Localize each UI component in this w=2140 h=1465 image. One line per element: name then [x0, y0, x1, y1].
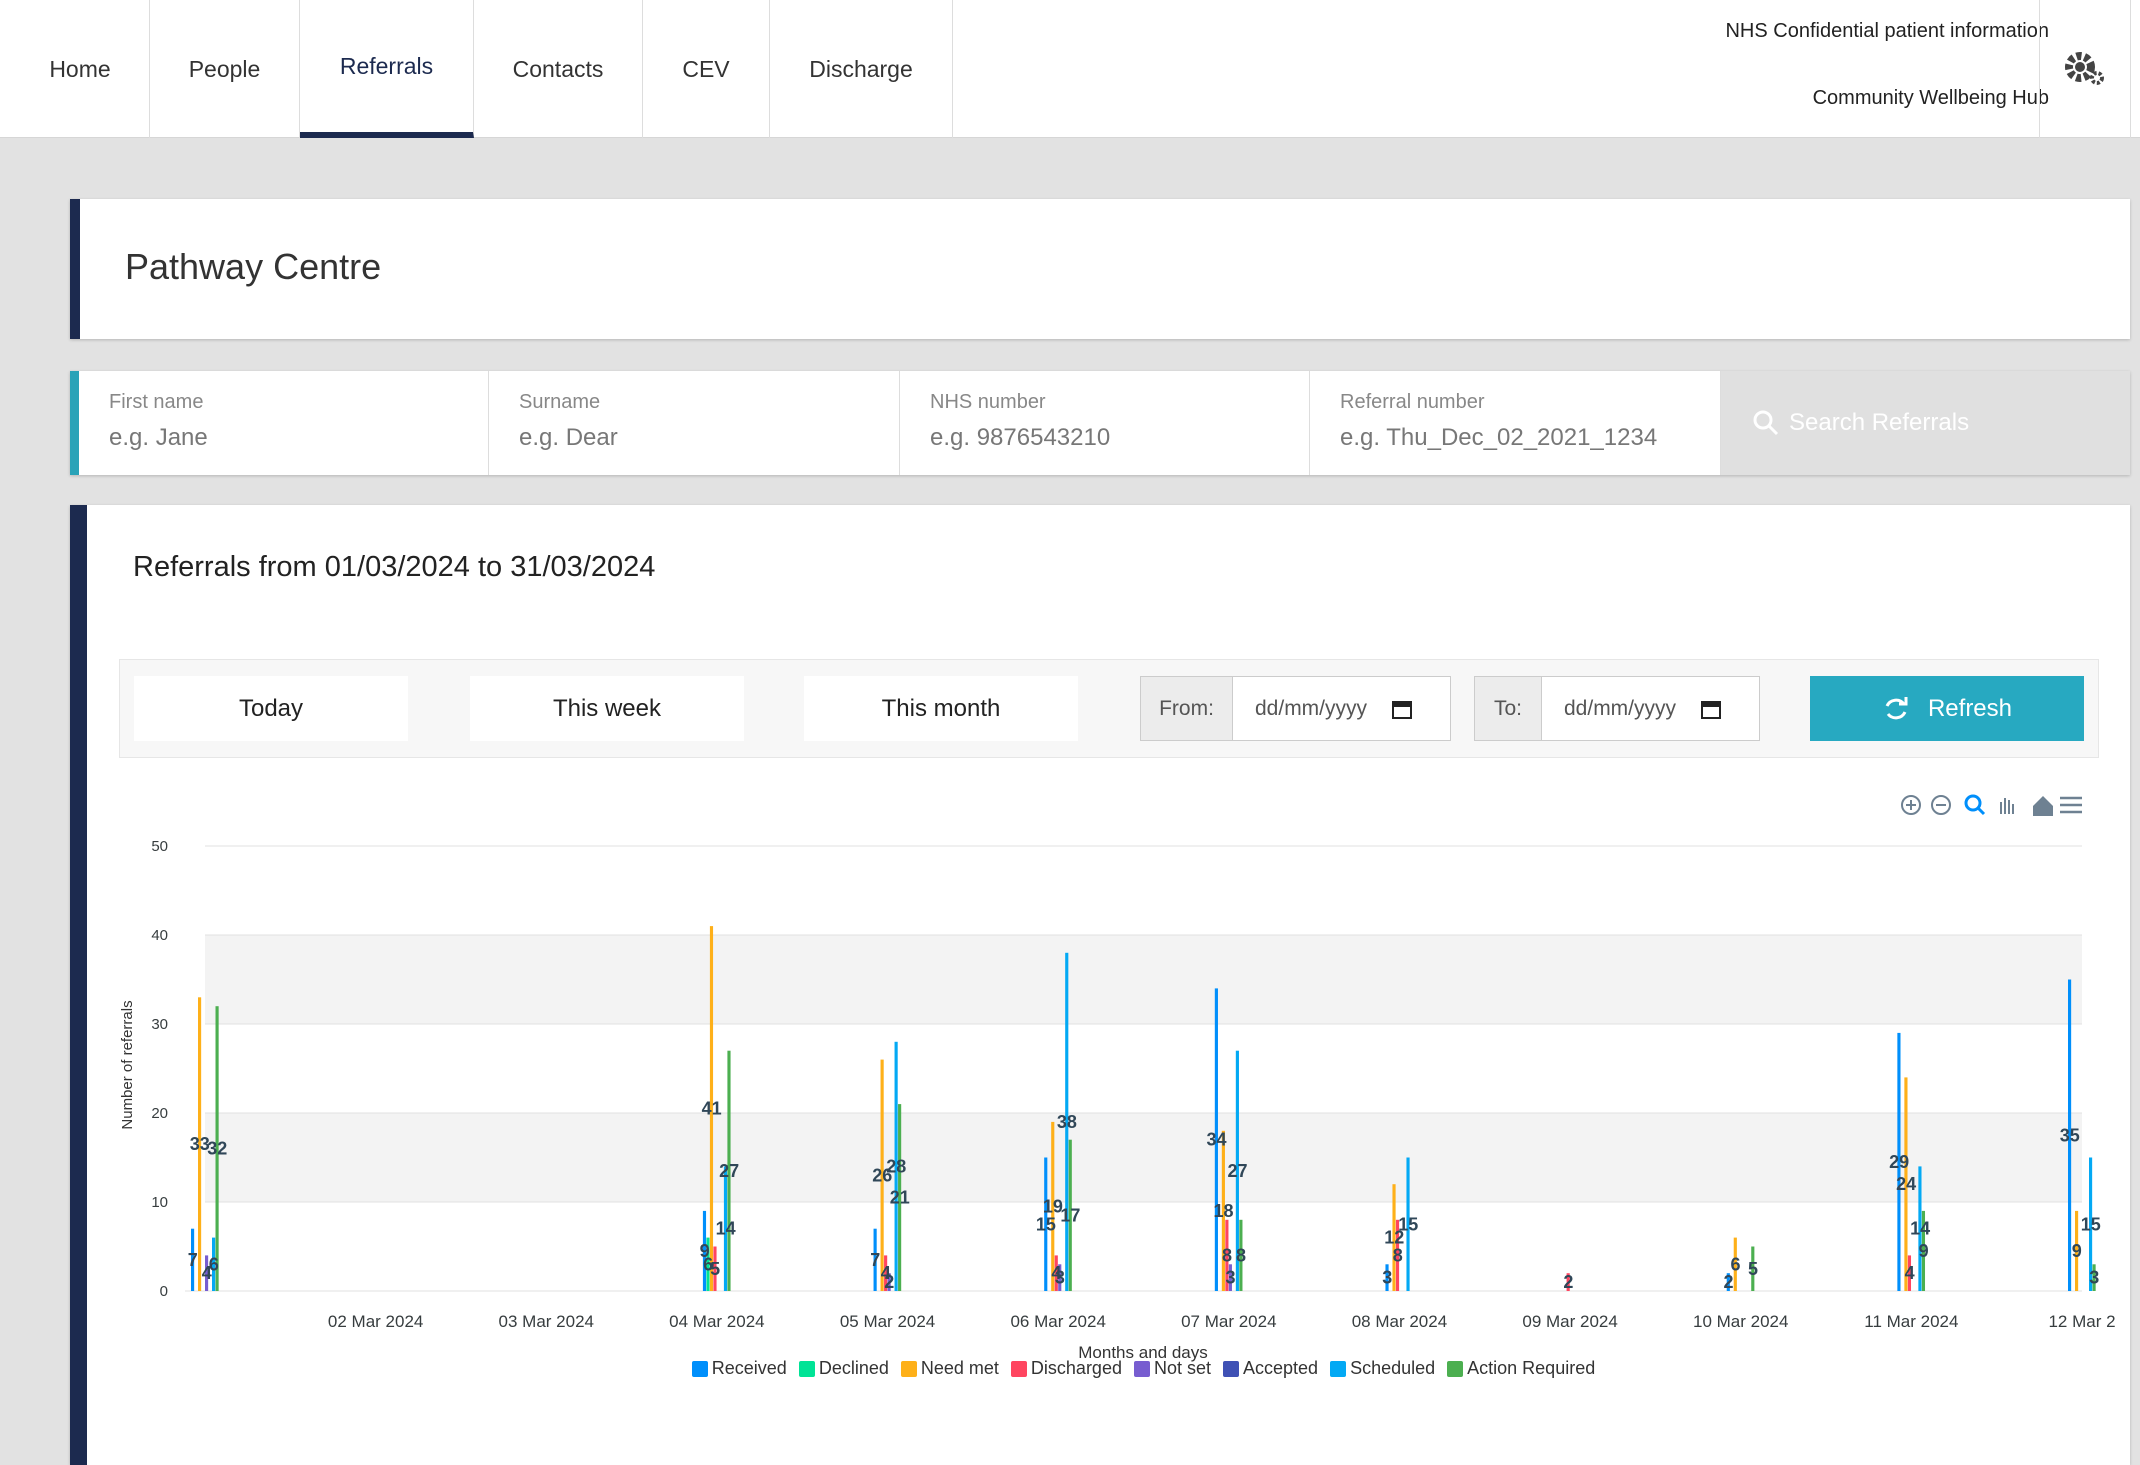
- gear-icon: [2040, 0, 2132, 138]
- field-placeholder: e.g. Jane: [109, 424, 488, 452]
- legend-item[interactable]: Declined: [799, 1358, 889, 1379]
- legend-item[interactable]: Received: [692, 1358, 787, 1379]
- legend-item[interactable]: Scheduled: [1330, 1358, 1435, 1379]
- settings-button[interactable]: [2039, 0, 2131, 138]
- legend-item[interactable]: Need met: [901, 1358, 999, 1379]
- zoom-in[interactable]: [1902, 796, 1920, 814]
- legend-marker: [1011, 1361, 1027, 1377]
- search-icon: [1753, 410, 1779, 436]
- date-placeholder: dd/mm/yyyy: [1564, 697, 1676, 721]
- reset-zoom[interactable]: [2033, 796, 2053, 816]
- chart-toolbar: [1895, 790, 2085, 820]
- field-label: First name: [109, 391, 488, 414]
- menu[interactable]: [2060, 798, 2082, 812]
- legend-label: Discharged: [1031, 1358, 1122, 1379]
- legend-label: Accepted: [1243, 1358, 1318, 1379]
- field-placeholder: e.g. Thu_Dec_02_2021_1234: [1340, 424, 1720, 452]
- date-input[interactable]: dd/mm/yyyy: [1233, 677, 1450, 740]
- from-date[interactable]: From: dd/mm/yyyy: [1140, 676, 1451, 741]
- legend-item[interactable]: Discharged: [1011, 1358, 1122, 1379]
- pan[interactable]: [2001, 798, 2013, 814]
- page-title: Pathway Centre: [125, 246, 381, 288]
- refresh-button[interactable]: Refresh: [1810, 676, 2084, 741]
- legend-marker: [692, 1361, 708, 1377]
- from-label: From:: [1141, 677, 1233, 740]
- to-date[interactable]: To: dd/mm/yyyy: [1474, 676, 1760, 741]
- nav-tab[interactable]: People: [150, 0, 300, 138]
- legend-marker: [1330, 1361, 1346, 1377]
- legend-label: Not set: [1154, 1358, 1211, 1379]
- legend-marker: [1134, 1361, 1150, 1377]
- legend-item[interactable]: Accepted: [1223, 1358, 1318, 1379]
- legend-label: Received: [712, 1358, 787, 1379]
- date-placeholder: dd/mm/yyyy: [1255, 697, 1367, 721]
- field-label: NHS number: [930, 391, 1309, 414]
- search-field[interactable]: Surname e.g. Dear: [489, 371, 900, 475]
- top-nav: Home People Referrals Contacts CEV Disch…: [0, 0, 2140, 138]
- range-button[interactable]: This month: [804, 676, 1078, 741]
- legend-marker: [901, 1361, 917, 1377]
- date-toolbar: [119, 659, 2099, 758]
- to-label: To:: [1475, 677, 1542, 740]
- zoom-out[interactable]: [1932, 796, 1950, 814]
- legend-label: Need met: [921, 1358, 999, 1379]
- header-card: Pathway Centre: [70, 199, 2130, 339]
- field-label: Referral number: [1340, 391, 1720, 414]
- search-button-label: Search Referrals: [1789, 409, 1969, 437]
- search-field[interactable]: First name e.g. Jane: [79, 371, 489, 475]
- legend: Received Declined Need met Discharged Not se…: [205, 1358, 2082, 1379]
- range-button[interactable]: This week: [470, 676, 744, 741]
- legend-label: Action Required: [1467, 1358, 1595, 1379]
- refresh-icon: [1882, 695, 1910, 723]
- nav-tab[interactable]: Home: [11, 0, 150, 138]
- legend-marker: [799, 1361, 815, 1377]
- legend-marker: [1223, 1361, 1239, 1377]
- legend-label: Scheduled: [1350, 1358, 1435, 1379]
- field-placeholder: e.g. Dear: [519, 424, 899, 452]
- nav-tab[interactable]: Contacts: [474, 0, 643, 138]
- nav-tab[interactable]: Referrals: [300, 0, 474, 138]
- legend-item[interactable]: Action Required: [1447, 1358, 1595, 1379]
- range-button[interactable]: Today: [134, 676, 408, 741]
- search-button[interactable]: Search Referrals: [1721, 371, 2130, 475]
- zoom-select[interactable]: [1966, 796, 1984, 814]
- legend-marker: [1447, 1361, 1463, 1377]
- field-label: Surname: [519, 391, 899, 414]
- refresh-label: Refresh: [1928, 695, 2012, 723]
- nav-tab[interactable]: CEV: [643, 0, 770, 138]
- org-name: Community Wellbeing Hub: [1813, 87, 2049, 110]
- search-field[interactable]: NHS number e.g. 9876543210: [900, 371, 1310, 475]
- search-field[interactable]: Referral number e.g. Thu_Dec_02_2021_1234: [1310, 371, 1721, 475]
- date-input[interactable]: dd/mm/yyyy: [1542, 677, 1759, 740]
- legend-label: Declined: [819, 1358, 889, 1379]
- nav-tab[interactable]: Discharge: [770, 0, 953, 138]
- chart-card: Referrals from 01/03/2024 to 31/03/2024: [70, 505, 2130, 1465]
- legend-item[interactable]: Not set: [1134, 1358, 1211, 1379]
- calendar-icon: [1700, 698, 1722, 720]
- field-placeholder: e.g. 9876543210: [930, 424, 1309, 452]
- panel-title: Referrals from 01/03/2024 to 31/03/2024: [133, 551, 655, 584]
- confidential-note: NHS Confidential patient information: [1725, 20, 2049, 43]
- calendar-icon: [1391, 698, 1413, 720]
